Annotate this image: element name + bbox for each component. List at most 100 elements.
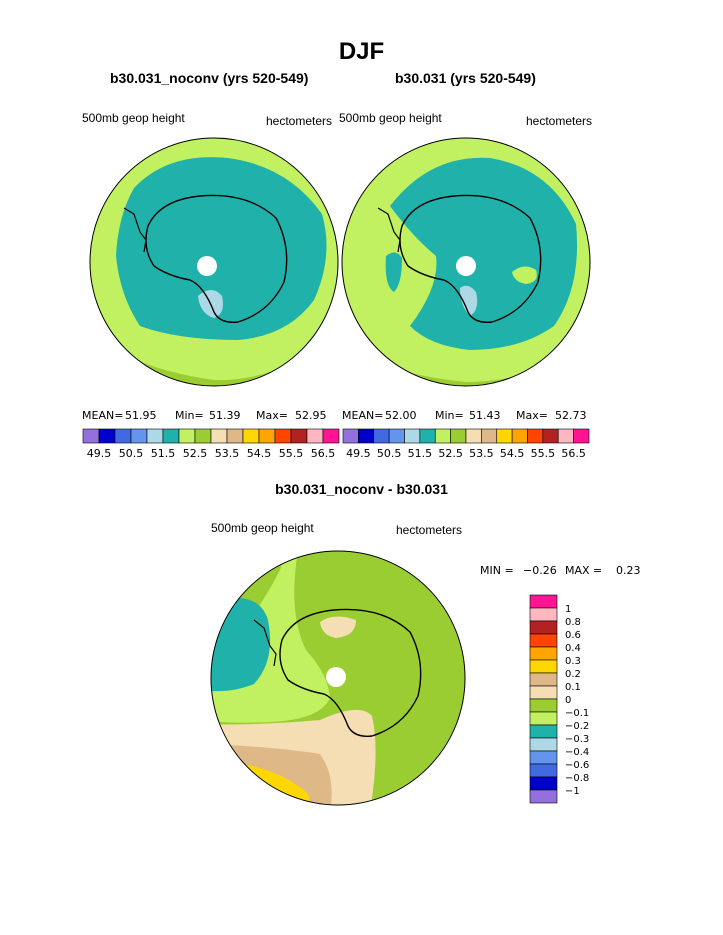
colorbar-swatch bbox=[162, 428, 180, 444]
diff-min-label: MIN = bbox=[480, 564, 514, 577]
colorbar-tick-label: 0.8 bbox=[565, 617, 581, 628]
colorbar-panel3: 1 0.8 0.6 0.4 0.3 0.2 0.1 0 −0.1 −0.2 −0.3 −0.4 −0.6… bbox=[529, 594, 589, 804]
colorbar-swatch bbox=[529, 737, 558, 752]
diff-max-value: 0.23 bbox=[616, 564, 641, 577]
field-52-53-interior bbox=[512, 266, 537, 284]
colorbar-tick-label: 51.5 bbox=[408, 447, 433, 460]
map-border bbox=[341, 137, 591, 387]
antarctica-coast bbox=[145, 194, 288, 323]
colorbar-tick-label: 52.5 bbox=[183, 447, 208, 460]
colorbar-swatch bbox=[306, 428, 324, 444]
diff-title: b30.031_noconv - b30.031 bbox=[275, 481, 448, 497]
colorbar-swatch bbox=[573, 428, 590, 444]
colorbar-swatch bbox=[290, 428, 308, 444]
colorbar-swatch bbox=[226, 428, 244, 444]
colorbar-tick-label: −0.1 bbox=[565, 708, 589, 719]
colorbar-swatch bbox=[529, 607, 558, 622]
colorbar-swatch bbox=[481, 428, 498, 444]
colorbar-tick-label: −1 bbox=[565, 786, 580, 797]
peninsula-coast bbox=[377, 207, 401, 253]
antarctica-coast bbox=[279, 608, 422, 737]
colorbar-tick-label: −0.4 bbox=[565, 747, 589, 758]
colorbar-tick-label: 54.5 bbox=[500, 447, 525, 460]
colorbar-swatch bbox=[98, 428, 116, 444]
map-border bbox=[210, 550, 466, 806]
colorbar-swatch bbox=[529, 646, 558, 661]
colorbar-swatch bbox=[529, 659, 558, 674]
min-value: 51.39 bbox=[209, 409, 241, 422]
panel3-left-label: 500mb geop height bbox=[211, 521, 314, 535]
colorbar-swatch bbox=[529, 672, 558, 687]
colorbar-swatch bbox=[557, 428, 574, 444]
panel1-left-label: 500mb geop height bbox=[82, 111, 185, 125]
colorbar-swatch bbox=[527, 428, 544, 444]
colorbar-swatch bbox=[258, 428, 276, 444]
page-title: DJF bbox=[338, 38, 385, 65]
field-51.5-52.5 bbox=[390, 157, 578, 350]
colorbar-tick-label: −0.6 bbox=[565, 760, 589, 771]
field-0-0.1-interior bbox=[320, 616, 356, 638]
colorbar-tick-label: 0.2 bbox=[565, 669, 581, 680]
colorbar-tick-label: 50.5 bbox=[119, 447, 144, 460]
colorbar-tick-label: 0.6 bbox=[565, 630, 581, 641]
colorbar-swatch bbox=[450, 428, 467, 444]
colorbar-swatch bbox=[322, 428, 340, 444]
map-border bbox=[89, 137, 339, 387]
colorbar-tick-label: 51.5 bbox=[151, 447, 176, 460]
colorbar-swatch bbox=[529, 724, 558, 739]
colorbar-tick-label: 50.5 bbox=[377, 447, 402, 460]
colorbar-swatch bbox=[529, 698, 558, 713]
colorbar-swatch bbox=[529, 633, 558, 648]
panel3-right-label: hectometers bbox=[396, 523, 463, 537]
panel2-right-label: hectometers bbox=[526, 114, 593, 128]
colorbar-swatch bbox=[529, 594, 558, 609]
map-panel2 bbox=[341, 137, 591, 387]
colorbar-tick-label: 49.5 bbox=[346, 447, 371, 460]
panel1-title: b30.031_noconv (yrs 520-549) bbox=[110, 70, 309, 86]
colorbar-swatch bbox=[529, 711, 558, 726]
colorbar-panel1: MEAN= 51.95 Min= 51.39 Max= 52.95 49.5 50… bbox=[82, 409, 340, 460]
colorbar-swatch bbox=[114, 428, 132, 444]
colorbar-tick-label: 55.5 bbox=[279, 447, 304, 460]
pole-hole bbox=[326, 667, 346, 687]
colorbar-swatch bbox=[274, 428, 292, 444]
colorbar-tick-label: 0 bbox=[565, 695, 571, 706]
colorbar-tick-label: 56.5 bbox=[561, 447, 586, 460]
colorbar-swatch bbox=[210, 428, 228, 444]
field-51.5-52.5 bbox=[116, 157, 327, 340]
colorbar-tick-label: 53.5 bbox=[469, 447, 494, 460]
antarctica-coast bbox=[399, 194, 542, 323]
mean-label: MEAN= bbox=[82, 409, 123, 422]
colorbar-swatch bbox=[178, 428, 196, 444]
pole-hole bbox=[197, 256, 217, 276]
colorbar-tick-label: 56.5 bbox=[311, 447, 336, 460]
colorbar-swatch bbox=[342, 428, 359, 444]
diff-max-label: MAX = bbox=[565, 564, 603, 577]
min-value: 51.43 bbox=[469, 409, 501, 422]
colorbar-tick-label: 53.5 bbox=[215, 447, 240, 460]
field-51.5-52.5-island bbox=[385, 252, 402, 292]
colorbar-swatch bbox=[419, 428, 436, 444]
panel2-left-label: 500mb geop height bbox=[339, 111, 442, 125]
colorbar-swatch bbox=[194, 428, 212, 444]
mean-value: 52.00 bbox=[385, 409, 417, 422]
colorbar-tick-label: −0.2 bbox=[565, 721, 589, 732]
colorbar-swatch bbox=[373, 428, 390, 444]
colorbar-tick-label: −0.3 bbox=[565, 734, 589, 745]
peninsula-coast bbox=[123, 207, 147, 253]
colorbar-swatch bbox=[529, 789, 558, 804]
max-label: Max= bbox=[256, 409, 288, 422]
colorbar-swatch bbox=[146, 428, 164, 444]
pole-hole bbox=[456, 256, 476, 276]
colorbar-swatch bbox=[434, 428, 451, 444]
diff-min-value: −0.26 bbox=[523, 564, 557, 577]
colorbar-swatch bbox=[82, 428, 100, 444]
colorbar-swatch bbox=[242, 428, 260, 444]
colorbar-swatch bbox=[542, 428, 559, 444]
colorbar-tick-label: 0.1 bbox=[565, 682, 581, 693]
max-value: 52.73 bbox=[555, 409, 587, 422]
mean-label: MEAN= bbox=[342, 409, 383, 422]
colorbar-swatch bbox=[529, 685, 558, 700]
colorbar-swatch bbox=[130, 428, 148, 444]
colorbar-swatch bbox=[358, 428, 375, 444]
